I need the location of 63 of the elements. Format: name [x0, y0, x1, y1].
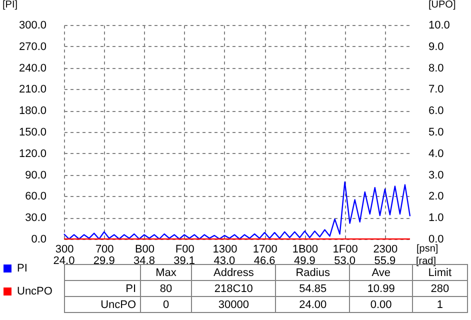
- text: Radius: [296, 266, 330, 278]
- text: Max: [156, 266, 176, 278]
- text: 30000: [191, 296, 276, 312]
- text: 0: [140, 296, 192, 312]
- text: 1: [412, 296, 468, 312]
- x-tick-label: 2300: [373, 244, 398, 256]
- y2-tick-label: 9.0: [428, 40, 444, 53]
- y2-tick-label: 6.0: [428, 105, 444, 118]
- y-tick-label: 270.0: [18, 40, 46, 53]
- text: 29.9: [93, 255, 115, 267]
- x-tick-label: 1B00: [292, 244, 318, 256]
- text: Address: [213, 266, 254, 278]
- y2-tick-label: 3.0: [428, 169, 444, 182]
- text: 53.0: [334, 255, 356, 267]
- text: 10.99: [350, 280, 412, 296]
- x-tick-label: 1700: [252, 244, 278, 256]
- y2-tick-label: 2.0: [428, 190, 444, 203]
- y2-tick-label: 1.0: [428, 212, 444, 224]
- text: [rad]: [416, 256, 436, 267]
- text: 80: [140, 280, 192, 296]
- text: 54.85: [276, 280, 350, 296]
- text: UncPO: [64, 296, 141, 312]
- y-tick-label: 90.0: [25, 169, 46, 182]
- text: 43.0: [214, 255, 236, 267]
- x-tick-label: F00: [175, 244, 194, 256]
- y-tick-label: 150.0: [18, 126, 46, 138]
- y2-tick-label: 7.0: [428, 84, 444, 96]
- y-tick-label: 60.0: [25, 190, 46, 203]
- x-axis-title: [psn]: [416, 244, 438, 254]
- text: 0.00: [350, 296, 412, 312]
- y2-tick-label: 8.0: [428, 62, 444, 74]
- y-tick-label: 0.0: [31, 234, 46, 246]
- y-tick-label: 30.0: [25, 212, 46, 224]
- legend-label: UncPO: [17, 286, 53, 298]
- text: 24.0: [53, 255, 75, 267]
- text: 49.9: [294, 255, 316, 267]
- x-tick-label: 1F00: [332, 244, 358, 256]
- y-tick-label: 120.0: [18, 148, 46, 160]
- text: 46.6: [254, 255, 276, 267]
- y-axis-title: [PI]: [2, 0, 18, 10]
- text: 218C10: [191, 280, 276, 296]
- text: 34.8: [134, 255, 155, 267]
- y-tick-label: 210.0: [18, 84, 46, 96]
- legend-label: PI: [17, 262, 28, 274]
- x-tick-label: 1300: [212, 244, 238, 256]
- text: Limit: [412, 264, 468, 280]
- x-tick-label: 700: [95, 244, 114, 256]
- y2-axis-title: [UPO]: [428, 0, 456, 10]
- y-tick-label: 240.0: [18, 62, 46, 74]
- text: 55.9: [374, 255, 396, 267]
- y2-tick-label: 4.0: [428, 148, 444, 160]
- y-tick-label: 300.0: [18, 20, 46, 32]
- text: Ave: [372, 266, 390, 278]
- text: 39.1: [174, 255, 196, 267]
- x-tick-label: 300: [55, 244, 74, 256]
- y2-tick-label: 5.0: [428, 126, 444, 138]
- y2-tick-label: 10.0: [428, 20, 450, 32]
- x-tick-label: B00: [134, 244, 155, 256]
- text: 24.00: [276, 296, 350, 312]
- y-tick-label: 180.0: [18, 105, 46, 118]
- y2-tick-label: 0.0: [428, 234, 444, 246]
- text: 280: [412, 280, 468, 296]
- text: PI: [64, 280, 141, 296]
